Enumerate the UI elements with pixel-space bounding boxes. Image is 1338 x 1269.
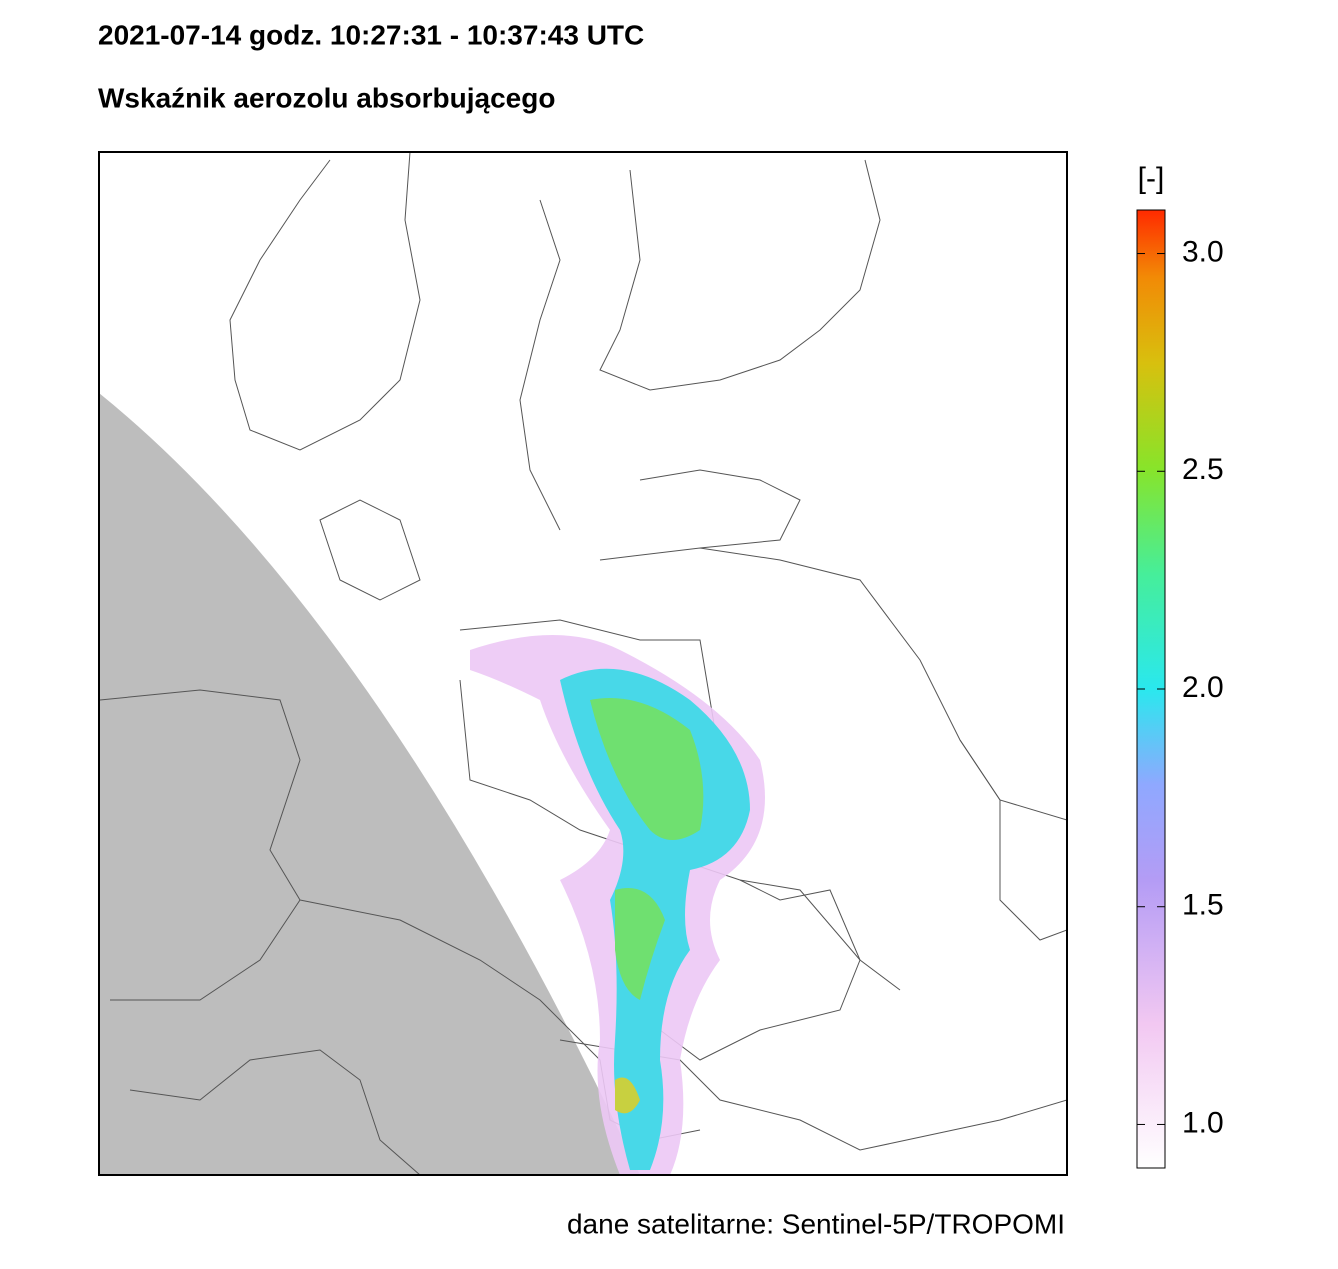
colorbar-tick-label: 1.0: [1182, 1106, 1224, 1139]
no-data-swath: [99, 393, 640, 1175]
colorbar-tick-label: 2.0: [1182, 671, 1224, 704]
colorbar-label: [-]: [1138, 162, 1165, 195]
title: 2021-07-14 godz. 10:27:31 - 10:37:43 UTC: [98, 19, 644, 50]
aerosol-plume: [470, 635, 765, 1175]
subtitle: Wskaźnik aerozolu absorbującego: [98, 82, 555, 113]
colorbar-tick-label: 2.5: [1182, 453, 1224, 486]
source-note: dane satelitarne: Sentinel-5P/TROPOMI: [567, 1208, 1065, 1239]
map: [99, 152, 1067, 1175]
colorbar-tick-label: 3.0: [1182, 235, 1224, 268]
colorbar-tick-label: 1.5: [1182, 889, 1224, 922]
colorbar-ticks: 1.0 1.5 2.0 2.5 3.0: [1137, 235, 1224, 1139]
map-frame: [98, 151, 1068, 1176]
